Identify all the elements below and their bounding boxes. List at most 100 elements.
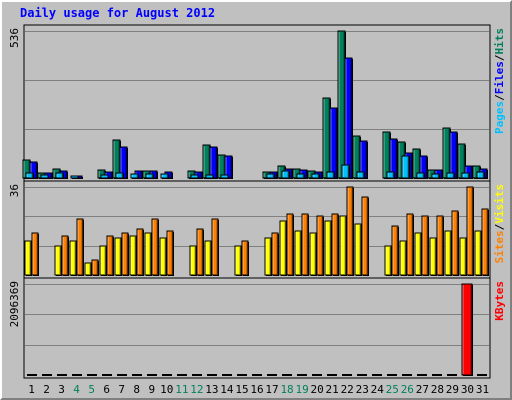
- bar-visits: [189, 245, 197, 276]
- bar-body: [331, 213, 339, 276]
- bar-body: [24, 240, 32, 276]
- bar-body: [130, 173, 139, 179]
- bar-visits: [69, 240, 77, 276]
- bar-kbytes-low: [72, 374, 82, 376]
- bar-visits: [144, 232, 152, 276]
- bar-body: [406, 213, 414, 276]
- legend-entry: /: [493, 54, 506, 61]
- bar-pages: [401, 155, 410, 179]
- x-tick-label: 14: [220, 383, 234, 396]
- bar-body: [189, 245, 197, 276]
- bar-visits: [279, 220, 287, 276]
- bar-sites: [106, 235, 114, 276]
- bar-body: [384, 245, 392, 276]
- bar-pages: [311, 173, 320, 179]
- bar-kbytes-low: [417, 374, 427, 376]
- bar-body: [281, 170, 290, 179]
- bar-body: [444, 230, 452, 276]
- bar-pages: [25, 172, 34, 179]
- bar-kbytes-low: [222, 374, 232, 376]
- bar-body: [54, 245, 62, 276]
- x-tick-label: 27: [416, 383, 429, 396]
- legend-entry: KBytes: [493, 281, 506, 321]
- bar-visits: [414, 232, 422, 276]
- bar-body: [286, 213, 294, 276]
- bar-body: [421, 215, 429, 276]
- bar-pages: [341, 164, 350, 179]
- bar-pages: [130, 173, 139, 179]
- bar-body: [446, 172, 455, 179]
- bar-body: [481, 208, 489, 276]
- x-tick-label: 26: [401, 383, 414, 396]
- x-tick-label: 23: [356, 383, 369, 396]
- bar-kbytes-low: [252, 374, 262, 376]
- bar-sites: [91, 259, 99, 276]
- bar-body: [461, 172, 470, 179]
- bar-pages: [40, 174, 49, 179]
- legend: KBytes: [493, 281, 506, 321]
- bar-kbytes-low: [237, 374, 247, 376]
- bar-pages: [326, 171, 335, 179]
- x-tick-label: 8: [133, 383, 140, 396]
- bar-body: [341, 164, 350, 179]
- bar-body: [76, 218, 84, 276]
- x-tick-label: 11: [175, 383, 188, 396]
- bar-files: [449, 131, 458, 179]
- bar-kbytes-low: [117, 374, 127, 376]
- bar-visits: [429, 237, 437, 276]
- bar-sites: [76, 218, 84, 276]
- x-tick-label: 22: [341, 383, 354, 396]
- x-tick-label: 31: [476, 383, 489, 396]
- bar-pages: [100, 174, 109, 179]
- bar-kbytes-low: [147, 374, 157, 376]
- bar-body: [220, 174, 229, 179]
- bar-kbytes-low: [102, 374, 112, 376]
- bar-visits: [294, 230, 302, 276]
- bar-body: [100, 174, 109, 179]
- bar-visits: [339, 215, 347, 276]
- legend: Sites/Visits: [493, 184, 506, 264]
- bar-pages: [416, 172, 425, 179]
- bar-visits: [159, 237, 167, 276]
- panel-kbytes: 2096369 KBytes: [8, 277, 506, 379]
- x-tick-label: 7: [118, 383, 125, 396]
- bar-body: [266, 173, 275, 179]
- bar-body: [234, 245, 242, 276]
- bar-body: [145, 173, 154, 179]
- bar-kbytes-low: [162, 374, 172, 376]
- bar-body: [301, 213, 309, 276]
- bar-sites: [391, 225, 399, 276]
- bar-sites: [61, 235, 69, 276]
- bar-visits: [99, 245, 107, 276]
- bar-body: [84, 262, 92, 276]
- bar-visits: [204, 240, 212, 276]
- bar-body: [205, 174, 214, 179]
- bar-pages: [446, 172, 455, 179]
- bar-body: [416, 172, 425, 179]
- bar-body: [311, 173, 320, 179]
- bar-pages: [281, 170, 290, 179]
- panel-border: [23, 277, 491, 379]
- legend-entry: Visits: [493, 184, 506, 224]
- y-axis-max-label: 2096369: [8, 281, 21, 327]
- bar-body: [211, 218, 219, 276]
- x-tick-label: 25: [386, 383, 399, 396]
- bar-kbytes-low: [357, 374, 367, 376]
- bar-visits: [54, 245, 62, 276]
- x-tick-label: 4: [73, 383, 80, 396]
- bar-files: [389, 138, 398, 179]
- bar-sites: [481, 208, 489, 276]
- bar-visits: [114, 237, 122, 276]
- bar-kbytes-low: [267, 374, 277, 376]
- bar-body: [115, 172, 124, 179]
- legend-entry: Hits: [493, 28, 506, 55]
- bar-files: [344, 57, 353, 179]
- bar-body: [190, 174, 199, 179]
- bar-kbytes-low: [297, 374, 307, 376]
- bar-visits: [474, 230, 482, 276]
- bar-kbytes-low: [192, 374, 202, 376]
- bar-kbytes-low: [477, 374, 487, 376]
- x-tick-label: 1: [28, 383, 35, 396]
- bar-body: [386, 171, 395, 179]
